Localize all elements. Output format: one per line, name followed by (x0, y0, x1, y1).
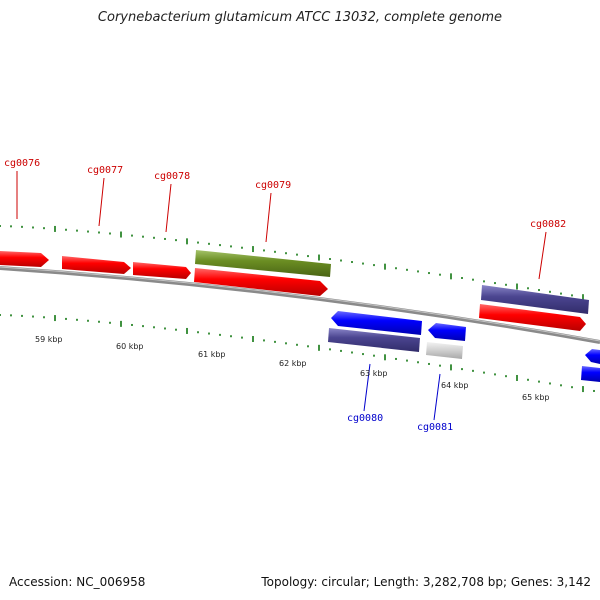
scale-label-62kbp: 62 kbp (279, 359, 307, 368)
gene-label-cg0076[interactable]: cg0076 (4, 158, 40, 169)
gene-label-cg0082[interactable]: cg0082 (530, 219, 566, 230)
cds-arrow-cg0082[interactable] (479, 304, 586, 331)
scale-label-59kbp: 59 kbp (35, 335, 63, 344)
map-title: Corynebacterium glutamicum ATCC 13032, c… (97, 10, 503, 25)
gene-label-cg0080[interactable]: cg0080 (347, 413, 383, 424)
gene-bar-cg0082[interactable] (481, 285, 589, 314)
scale-label-65kbp: 65 kbp (522, 393, 550, 402)
cds-arrow-edge-1[interactable] (585, 349, 600, 364)
scale-label-63kbp: 63 kbp (360, 369, 388, 378)
cds-arrow-cg0081[interactable] (428, 323, 466, 341)
gene-bar-cg0079[interactable] (195, 250, 331, 277)
genome-backbone (0, 266, 600, 344)
gene-arrow-cg0077[interactable] (62, 256, 131, 274)
scale-label-61kbp: 61 kbp (198, 350, 226, 359)
accession-text: Accession: NC_006958 (9, 575, 146, 589)
gene-arrow-cg0078[interactable] (133, 262, 191, 279)
scale-label-64kbp: 64 kbp (441, 381, 469, 390)
gene-bar-edge-2[interactable] (581, 366, 600, 382)
gene-arrow-cg0076[interactable] (0, 251, 49, 267)
gene-label-cg0078[interactable]: cg0078 (154, 171, 190, 182)
reverse-tick-row (0, 314, 595, 393)
gene-label-cg0077[interactable]: cg0077 (87, 165, 123, 176)
genome-summary-text: Topology: circular; Length: 3,282,708 bp… (261, 575, 591, 589)
forward-tick-row (0, 225, 584, 301)
gene-bar-cg0080[interactable] (328, 328, 420, 352)
gene-bar-other[interactable] (426, 342, 463, 359)
gene-label-cg0079[interactable]: cg0079 (255, 180, 291, 191)
scale-label-60kbp: 60 kbp (116, 342, 144, 351)
gene-label-cg0081[interactable]: cg0081 (417, 422, 453, 433)
cds-arrow-cg0080[interactable] (331, 311, 422, 335)
cds-arrow-cg0079[interactable] (194, 268, 328, 296)
